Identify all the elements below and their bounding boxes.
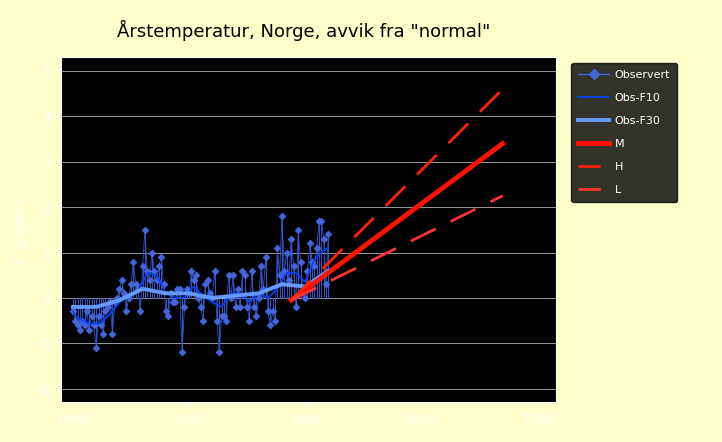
Obs-F10	[129, 291, 138, 296]
Obs-F10	[317, 250, 326, 255]
Line: Obs-F10: Obs-F10	[73, 248, 329, 324]
Text: Årstemperatur, Norge, avvik fra "normal": Årstemperatur, Norge, avvik fra "normal"	[116, 20, 490, 41]
Observert	[324, 232, 333, 237]
Legend: Observert, Obs-F10, Obs-F30, M, H, L: Observert, Obs-F10, Obs-F30, M, H, L	[571, 63, 677, 202]
Line: H: H	[291, 89, 503, 300]
Obs-F10	[324, 245, 333, 251]
Obs-F30	[164, 291, 173, 296]
Observert	[189, 277, 198, 282]
Obs-F30	[134, 289, 142, 294]
Line: L: L	[291, 196, 503, 300]
Y-axis label: T, grader C: T, grader C	[15, 195, 28, 265]
Observert	[219, 313, 228, 319]
H	[287, 297, 295, 303]
Obs-F30	[324, 268, 333, 273]
Obs-F30	[217, 294, 226, 300]
Obs-F30	[315, 274, 323, 280]
M	[287, 297, 295, 303]
Line: Observert: Observert	[71, 214, 331, 355]
Observert	[278, 213, 287, 219]
Observert	[126, 282, 135, 287]
Observert	[69, 309, 77, 314]
M	[498, 141, 507, 146]
Line: Obs-F30: Obs-F30	[73, 271, 329, 307]
Obs-F30	[126, 292, 135, 297]
Obs-F30	[69, 304, 77, 309]
H	[498, 87, 507, 92]
L	[498, 193, 507, 198]
Obs-F10	[166, 293, 175, 298]
Line: M: M	[291, 144, 503, 300]
Observert	[134, 286, 142, 291]
Observert	[178, 350, 186, 355]
Obs-F10	[136, 284, 144, 289]
L	[287, 297, 295, 303]
Observert	[164, 313, 173, 319]
Obs-F30	[187, 291, 196, 297]
Obs-F10	[219, 301, 228, 306]
Obs-F10	[69, 309, 77, 314]
Observert	[319, 236, 328, 242]
Obs-F10	[87, 321, 96, 327]
Obs-F10	[189, 284, 198, 289]
